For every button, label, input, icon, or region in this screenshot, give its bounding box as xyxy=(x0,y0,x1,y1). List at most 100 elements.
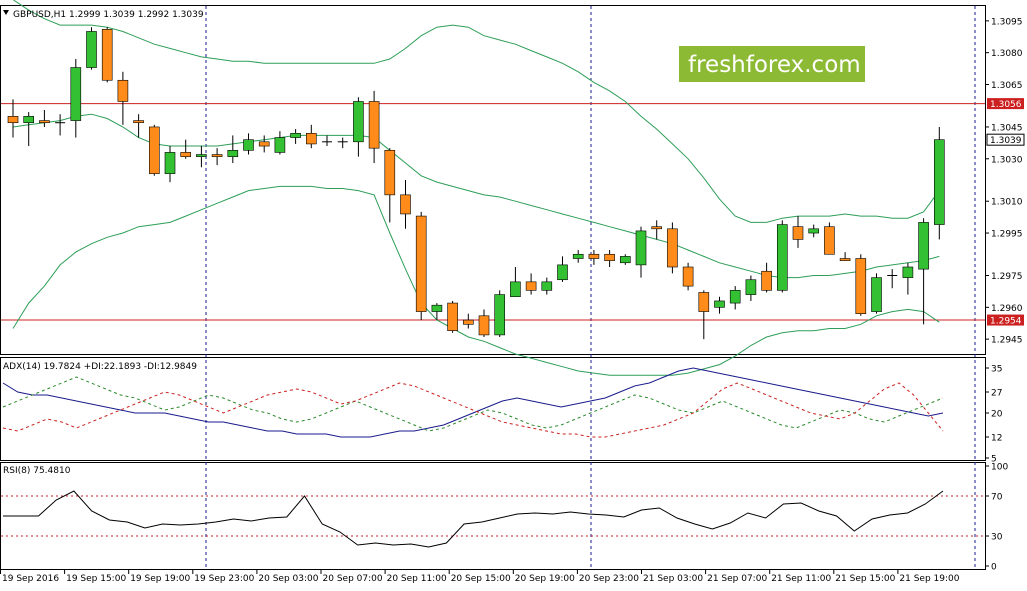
candle xyxy=(101,27,113,83)
candle xyxy=(258,135,270,153)
time-tick-label: 19 Sep 19:00 xyxy=(130,574,190,584)
adx-axis: 35 27 20 12 5 xyxy=(985,365,1003,465)
price-tick-label: 1.2960 xyxy=(991,304,1023,314)
adx-lines xyxy=(2,367,944,438)
adx-panel-title: ADX(14) 19.7824 +DI:22.1893 -DI:12.9849 xyxy=(3,362,197,372)
candle xyxy=(368,90,380,164)
candle xyxy=(651,220,663,240)
rsi-series-line xyxy=(3,490,944,548)
candle xyxy=(117,71,129,125)
time-tick-label: 20 Sep 03:00 xyxy=(258,574,318,584)
time-tick-label: 20 Sep 19:00 xyxy=(515,574,575,584)
price-tick-label: 1.3030 xyxy=(991,155,1023,165)
time-tick-label: 20 Sep 23:00 xyxy=(579,574,639,584)
time-tick-label: 20 Sep 11:00 xyxy=(387,574,447,584)
candle xyxy=(305,124,317,149)
price-panel-frame xyxy=(0,5,986,355)
candle xyxy=(322,135,332,147)
watermark: freshforex.com xyxy=(679,46,865,82)
candle xyxy=(839,252,851,261)
candle xyxy=(243,133,254,155)
price-tick-label: 1.3010 xyxy=(991,198,1023,208)
candle xyxy=(761,262,772,293)
time-tick-label: 19 Sep 2016 xyxy=(2,574,59,584)
time-tick-label: 20 Sep 07:00 xyxy=(323,574,383,584)
candle xyxy=(86,27,97,70)
candle xyxy=(39,109,50,127)
rsi-tick-label: 30 xyxy=(991,533,1003,543)
adx-tick-label: 5 xyxy=(991,455,997,465)
bollinger-lower-line xyxy=(12,185,940,376)
price-tick-label: 1.3045 xyxy=(991,123,1023,133)
price-tick-label: 1.3080 xyxy=(991,49,1023,59)
rsi-line xyxy=(3,490,944,548)
candle xyxy=(180,139,191,159)
candle xyxy=(494,290,506,338)
svg-text:1.3056: 1.3056 xyxy=(990,100,1022,110)
rsi-tick-label: 100 xyxy=(991,463,1008,473)
candle xyxy=(290,129,301,144)
price-panel-title: GBPUSD,H1 1.2999 1.3039 1.2992 1.3039 xyxy=(13,10,204,20)
svg-text:1.2954: 1.2954 xyxy=(990,317,1022,327)
candle xyxy=(824,222,835,255)
session-separators xyxy=(205,6,976,570)
candle xyxy=(164,146,176,183)
candle xyxy=(23,112,35,147)
svg-text:1.3039: 1.3039 xyxy=(990,136,1022,146)
time-tick-label: 21 Sep 11:00 xyxy=(771,574,831,584)
candlestick-series xyxy=(7,27,945,340)
level-label-2: 1.2954 xyxy=(987,314,1024,327)
candle xyxy=(431,303,443,321)
watermark-text: freshforex.com xyxy=(688,52,861,78)
candle xyxy=(557,256,568,282)
adx-tick-label: 35 xyxy=(991,365,1002,375)
candle xyxy=(745,275,757,301)
candle xyxy=(682,262,694,291)
price-tick-label: 1.3065 xyxy=(991,81,1023,91)
last-price-label: 1.3039 xyxy=(986,133,1025,146)
candle xyxy=(478,309,490,338)
time-tick-label: 21 Sep 07:00 xyxy=(707,574,767,584)
candle xyxy=(667,222,678,274)
candle xyxy=(447,300,458,333)
candle xyxy=(714,296,725,314)
candle xyxy=(196,146,207,168)
candle xyxy=(384,148,396,223)
rsi-axis: 100 70 30 0 xyxy=(985,463,1008,573)
candle xyxy=(604,250,615,267)
candle xyxy=(227,135,239,164)
candle xyxy=(619,254,631,265)
adx-series-adx14 xyxy=(2,367,944,438)
candle xyxy=(776,220,788,293)
candle xyxy=(211,148,223,166)
time-axis: 19 Sep 2016 19 Sep 15:00 19 Sep 19:00 19 Se… xyxy=(0,570,960,584)
rsi-panel-title: RSI(8) 75.4810 xyxy=(3,466,71,476)
rsi-level-lines xyxy=(1,495,985,537)
candle xyxy=(588,250,600,265)
candle xyxy=(635,226,647,278)
price-tick-label: 1.2945 xyxy=(991,336,1023,346)
price-tick-label: 1.3095 xyxy=(991,17,1023,27)
candle xyxy=(55,114,66,136)
adx-tick-label: 20 xyxy=(991,410,1003,420)
adx-series-di xyxy=(2,376,944,432)
time-tick-label: 19 Sep 15:00 xyxy=(66,574,126,584)
candle xyxy=(274,131,286,155)
rsi-tick-label: 70 xyxy=(991,493,1003,503)
candle xyxy=(462,313,474,329)
candle xyxy=(887,269,898,289)
level-label-1: 1.3056 xyxy=(987,98,1024,110)
candle xyxy=(808,224,820,238)
triangle-down-icon xyxy=(3,10,9,15)
adx-panel-frame xyxy=(0,357,986,461)
candle xyxy=(415,211,427,321)
time-tick-label: 21 Sep 19:00 xyxy=(899,574,959,584)
price-header: GBPUSD,H1 1.2999 1.3039 1.2992 1.3039 xyxy=(3,10,204,20)
candle xyxy=(337,137,348,149)
watermark-background xyxy=(679,46,865,82)
candle xyxy=(525,273,537,295)
candle xyxy=(510,267,521,298)
time-tick-label: 20 Sep 15:00 xyxy=(451,574,511,584)
adx-series-di xyxy=(2,382,944,438)
